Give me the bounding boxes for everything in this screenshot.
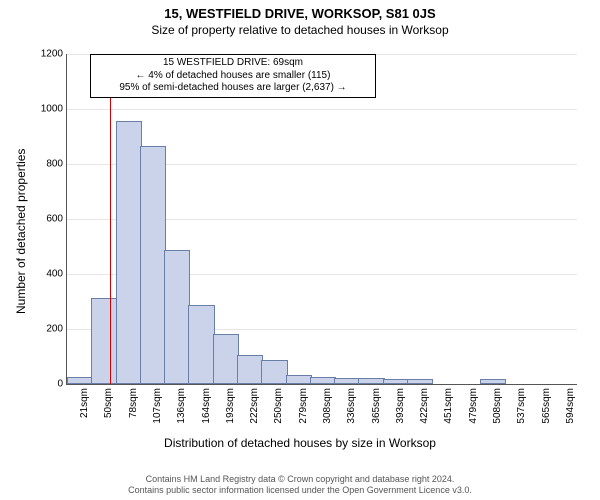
histogram-bar [188, 305, 214, 384]
histogram-bar [407, 379, 433, 384]
y-tick-label: 600 [46, 214, 63, 225]
histogram-bar [480, 379, 506, 384]
x-tick-label: 508sqm [492, 388, 503, 424]
x-tick-label: 50sqm [103, 388, 114, 418]
x-tick-label: 21sqm [79, 388, 90, 418]
x-tick-label: 250sqm [273, 388, 284, 424]
grid-line [67, 109, 577, 110]
histogram-bar [164, 250, 190, 384]
y-tick-label: 400 [46, 269, 63, 280]
x-tick-label: 78sqm [128, 388, 139, 418]
histogram-bar [67, 377, 93, 385]
x-tick-label: 279sqm [298, 388, 309, 424]
plot-area: 02004006008001000120021sqm50sqm78sqm107s… [66, 54, 577, 385]
histogram-bar [383, 379, 409, 384]
y-tick-label: 200 [46, 324, 63, 335]
histogram-bar [91, 298, 117, 384]
x-tick-label: 451sqm [443, 388, 454, 424]
x-tick-label: 393sqm [395, 388, 406, 424]
x-tick-label: 308sqm [322, 388, 333, 424]
x-tick-label: 365sqm [371, 388, 382, 424]
histogram-bar [140, 146, 166, 385]
histogram-bar [213, 334, 239, 384]
x-tick-label: 537sqm [516, 388, 527, 424]
histogram-bar [358, 378, 384, 384]
histogram-bar [286, 375, 312, 384]
footer-line-2: Contains public sector information licen… [0, 485, 600, 496]
histogram-bar [116, 121, 142, 384]
x-tick-label: 222sqm [249, 388, 260, 424]
info-line-larger: 95% of semi-detached houses are larger (… [97, 82, 369, 95]
y-tick-label: 0 [57, 379, 63, 390]
x-tick-label: 193sqm [225, 388, 236, 424]
property-marker-line [110, 54, 111, 384]
x-tick-label: 565sqm [541, 388, 552, 424]
x-tick-label: 422sqm [419, 388, 430, 424]
y-tick-label: 1000 [41, 104, 63, 115]
x-tick-label: 164sqm [201, 388, 212, 424]
x-tick-label: 594sqm [565, 388, 576, 424]
footer-line-1: Contains HM Land Registry data © Crown c… [0, 474, 600, 485]
y-axis-label: Number of detached properties [14, 149, 28, 314]
y-tick-label: 1200 [41, 49, 63, 60]
info-line-smaller: ← 4% of detached houses are smaller (115… [97, 70, 369, 83]
x-axis-label: Distribution of detached houses by size … [0, 436, 600, 450]
x-tick-label: 336sqm [346, 388, 357, 424]
histogram-bar [261, 360, 287, 384]
property-info-box: 15 WESTFIELD DRIVE: 69sqm ← 4% of detach… [90, 54, 376, 98]
histogram-bar [237, 355, 263, 385]
histogram-bar [334, 378, 360, 384]
info-line-size: 15 WESTFIELD DRIVE: 69sqm [97, 57, 369, 70]
y-tick-label: 800 [46, 159, 63, 170]
x-tick-label: 107sqm [152, 388, 163, 424]
histogram-bar [310, 377, 336, 385]
x-tick-label: 136sqm [176, 388, 187, 424]
x-tick-label: 479sqm [468, 388, 479, 424]
attribution-footer: Contains HM Land Registry data © Crown c… [0, 474, 600, 497]
